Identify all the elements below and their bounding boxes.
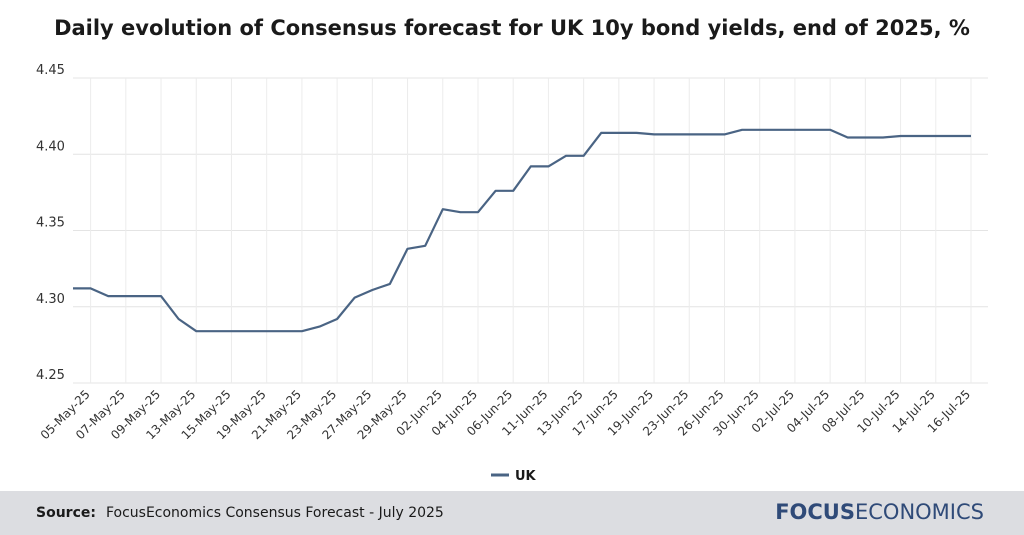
legend: UK — [491, 469, 537, 484]
legend-label: UK — [515, 469, 537, 484]
brand-part-2: ECONOMICS — [854, 500, 984, 524]
brand-part-1: FOCUS — [775, 500, 855, 524]
x-axis-ticks: 05-May-2507-May-2509-May-2513-May-2515-M… — [38, 387, 973, 442]
source-label: Source: — [36, 505, 96, 521]
y-tick-label: 4.25 — [36, 368, 65, 383]
grid-layer — [73, 77, 988, 384]
footer-bar: Source: FocusEconomics Consensus Forecast… — [0, 491, 1024, 535]
series-line-uk — [73, 128, 971, 333]
line-chart: 4.25 4.30 4.35 4.40 4.45 05-May-2507-May-250… — [36, 63, 988, 484]
source-text: FocusEconomics Consensus Forecast - July… — [105, 505, 444, 521]
y-tick-label: 4.30 — [36, 292, 65, 307]
source-note: Source: FocusEconomics Consensus Forecast… — [36, 505, 444, 521]
series-layer — [73, 128, 971, 333]
chart-title: Daily evolution of Consensus forecast fo… — [54, 16, 970, 40]
y-tick-label: 4.40 — [36, 139, 65, 154]
brand-logo: FOCUSECONOMICS — [775, 500, 984, 524]
y-tick-label: 4.45 — [36, 63, 65, 78]
y-axis-ticks: 4.25 4.30 4.35 4.40 4.45 — [36, 63, 65, 383]
y-tick-label: 4.35 — [36, 216, 65, 231]
